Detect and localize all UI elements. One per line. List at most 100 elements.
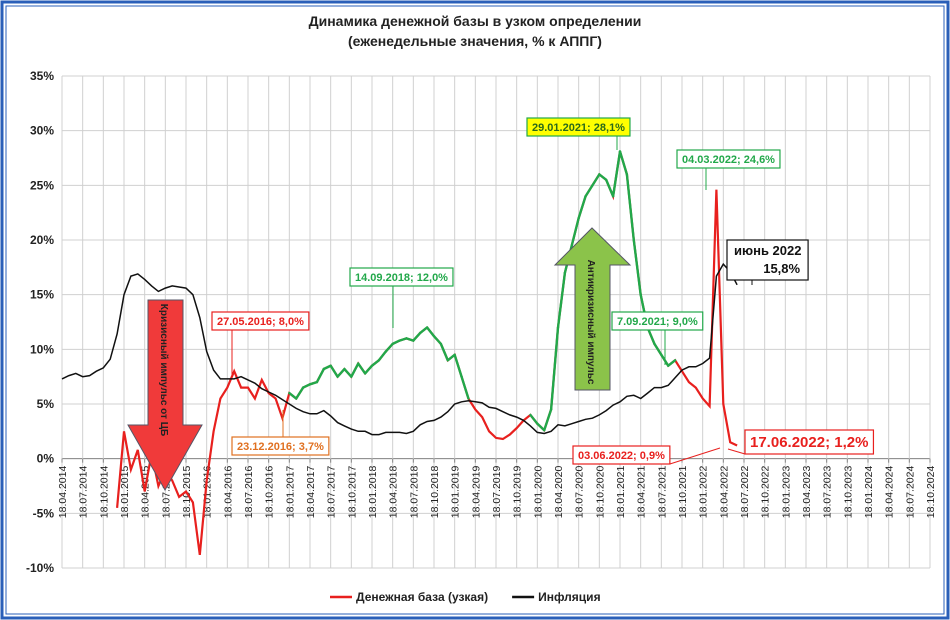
x-tick-label: 18.07.2019 xyxy=(491,466,503,519)
x-tick-label: 18.04.2024 xyxy=(884,466,896,519)
series-line-above xyxy=(625,173,635,242)
series-line-above xyxy=(632,238,642,296)
series-line-above xyxy=(543,408,553,432)
series-line-above xyxy=(591,173,601,187)
annotation-leader xyxy=(669,447,721,465)
annotation: 17.06.2022; 1,2% xyxy=(727,429,875,455)
annotation: 04.03.2022; 24,6% xyxy=(676,149,781,190)
series-line-above xyxy=(598,173,608,182)
y-tick-label: -5% xyxy=(33,506,55,520)
series-line-above xyxy=(288,391,298,400)
x-tick-label: 18.04.2020 xyxy=(553,466,565,519)
x-tick-label: 18.10.2024 xyxy=(925,466,937,519)
x-tick-label: 18.04.2018 xyxy=(388,466,400,519)
x-tick-label: 18.01.2018 xyxy=(367,466,379,519)
y-tick-label: 30% xyxy=(30,124,54,138)
x-tick-label: 18.01.2022 xyxy=(698,466,710,519)
impulse-label: Кризисный импульс от ЦБ xyxy=(158,304,169,436)
annotation-text: 23.12.2016; 3,7% xyxy=(237,441,324,453)
x-tick-label: 18.04.2022 xyxy=(718,466,730,519)
x-tick-label: 18.04.2017 xyxy=(305,466,317,519)
series-line-above xyxy=(419,326,429,335)
series-line-above xyxy=(398,337,408,342)
series-line-above xyxy=(315,367,325,384)
x-tick-label: 18.10.2022 xyxy=(760,466,772,519)
series-line-above xyxy=(322,364,332,371)
annotation-text: 14.09.2018; 12,0% xyxy=(355,272,448,284)
x-tick-label: 18.10.2020 xyxy=(594,466,606,519)
series-line-above xyxy=(412,331,422,342)
x-tick-label: 18.07.2018 xyxy=(408,466,420,519)
impulse-arrow xyxy=(553,227,632,391)
annotation-text: 7.09.2021; 9,0% xyxy=(617,316,698,328)
y-tick-label: 5% xyxy=(37,397,55,411)
x-tick-label: 18.10.2019 xyxy=(512,466,524,519)
annotation: июнь 2022 15,8% xyxy=(726,239,809,285)
annotation: 27.05.2016; 8,0% xyxy=(211,311,310,375)
x-tick-label: 18.01.2021 xyxy=(615,466,627,519)
annotation-text: 15,8% xyxy=(763,261,800,276)
x-tick-label: 18.01.2024 xyxy=(863,466,875,519)
annotation-text: 27.05.2016; 8,0% xyxy=(217,316,304,328)
x-tick-label: 18.07.2020 xyxy=(574,466,586,519)
x-tick-label: 18.07.2021 xyxy=(656,466,668,519)
series-line-above xyxy=(384,342,394,353)
x-tick-label: 18.07.2017 xyxy=(326,466,338,519)
annotation-leader xyxy=(727,448,746,455)
series-line-above xyxy=(363,364,374,375)
series-line-above xyxy=(432,335,443,346)
x-tick-label: 18.01.2020 xyxy=(532,466,544,519)
series-line-above xyxy=(336,367,346,378)
series-line-above xyxy=(370,359,381,367)
series-line-above xyxy=(577,195,587,220)
x-tick-label: 18.01.2017 xyxy=(284,466,296,519)
series-line-above xyxy=(667,359,677,367)
annotation-box xyxy=(231,436,330,456)
series-line-above xyxy=(405,337,415,342)
series-line-above xyxy=(357,362,367,375)
y-tick-label: 25% xyxy=(30,178,54,192)
series-line-above xyxy=(350,362,360,378)
annotation: 03.06.2022; 0,9% xyxy=(572,445,721,465)
chart-title: Динамика денежной базы в узком определен… xyxy=(309,13,642,29)
x-tick-label: 18.04.2021 xyxy=(636,466,648,519)
series-line-above xyxy=(329,364,339,378)
x-tick-label: 18.01.2019 xyxy=(450,466,462,519)
x-tick-label: 18.01.2015 xyxy=(119,466,131,519)
series-line-above xyxy=(446,353,456,362)
series-line xyxy=(61,262,738,436)
x-tick-label: 18.01.2023 xyxy=(780,466,792,519)
x-tick-label: 18.04.2019 xyxy=(470,466,482,519)
x-tick-label: 18.07.2023 xyxy=(822,466,834,519)
x-tick-label: 18.04.2014 xyxy=(57,466,69,519)
annotation-box xyxy=(211,311,310,331)
annotation-box xyxy=(349,267,454,287)
annotation-box xyxy=(526,117,631,137)
y-tick-label: 35% xyxy=(30,69,54,83)
x-tick-label: 18.10.2018 xyxy=(429,466,441,519)
annotation: 29.01.2021; 28,1% xyxy=(526,117,631,150)
series-line-above xyxy=(570,216,580,247)
legend-label: Инфляция xyxy=(538,590,600,604)
x-tick-label: 18.04.2023 xyxy=(801,466,813,519)
annotation: 23.12.2016; 3,7% xyxy=(231,410,330,456)
series-line-above xyxy=(301,383,312,389)
series-line-above xyxy=(536,422,546,432)
series-line-above xyxy=(605,178,615,198)
x-tick-label: 18.07.2016 xyxy=(243,466,255,519)
series-line-above xyxy=(584,184,594,198)
annotation: 7.09.2021; 9,0% xyxy=(611,311,704,365)
annotation-text: 17.06.2022; 1,2% xyxy=(750,434,868,451)
annotation-box xyxy=(611,311,704,331)
x-tick-label: 18.07.2014 xyxy=(78,466,90,519)
impulse-label: Антикризисный импульс xyxy=(585,260,596,385)
annotation-box xyxy=(676,149,781,169)
x-tick-label: 18.07.2022 xyxy=(739,466,751,519)
y-tick-label: 20% xyxy=(30,233,54,247)
y-tick-label: 0% xyxy=(37,452,55,466)
series-line-above xyxy=(391,339,401,346)
series-line-above xyxy=(425,326,436,338)
y-tick-label: -10% xyxy=(26,561,54,575)
